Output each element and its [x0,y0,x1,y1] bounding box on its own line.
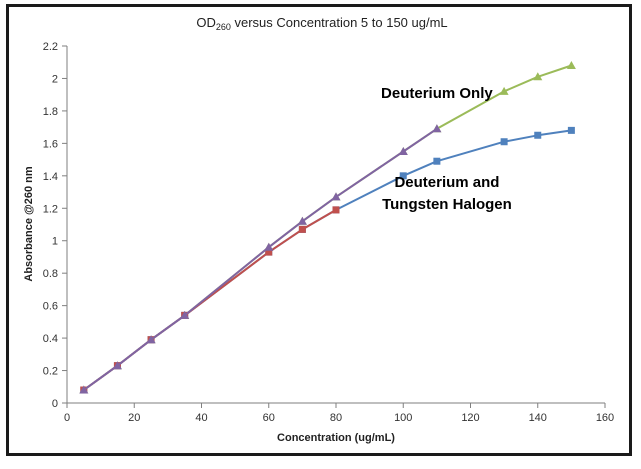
y-tick-label: 2 [52,73,58,85]
data-point-triangle [264,242,274,251]
data-point-square [298,225,306,233]
y-tick-label: 2.2 [43,41,58,53]
annotation-layer: Deuterium Only Deuterium and Tungsten Halo… [381,85,512,213]
x-tick-label: 120 [461,412,479,424]
data-point-square [534,131,542,139]
annotation-line: Tungsten Halogen [382,196,512,213]
x-tick-label: 0 [64,412,70,424]
chart-title: OD260 versus Concentration 5 to 150 ug/m… [196,15,447,32]
y-tick-label: 0 [52,398,58,410]
data-point-square [399,172,407,180]
series-2 [80,126,575,394]
data-point-triangle [331,192,341,201]
y-tick-label: 1.2 [43,203,58,215]
data-point-triangle [146,335,156,344]
series-4 [79,124,442,394]
data-point-square [265,248,273,256]
chart-frame [6,4,632,456]
x-tick-label: 80 [330,412,342,424]
data-point-square [567,126,575,134]
x-tick-label: 20 [128,412,140,424]
x-tick-label: 140 [529,412,547,424]
y-tick-label: 0.2 [43,366,58,378]
data-point-triangle [499,86,509,95]
data-point-triangle [297,216,307,225]
data-point-triangle [566,61,576,69]
x-tick-label: 160 [596,412,614,424]
data-point-triangle [432,124,442,133]
y-tick-label: 1.4 [43,171,58,183]
data-point-triangle [180,310,190,319]
data-point-square [332,206,340,214]
data-point-triangle [398,147,408,155]
data-point-square [500,138,508,146]
y-tick-label: 0.8 [43,268,58,280]
annotation-line: Deuterium and [394,174,499,191]
y-tick-label: 1 [52,236,58,248]
y-tick-label: 0.6 [43,301,58,313]
x-tick-label: 40 [195,412,207,424]
data-point-triangle [79,385,89,394]
series-line [83,129,572,391]
series-line [83,64,572,391]
series-1 [79,61,576,394]
x-axis-label: Concentration (ug/mL) [277,432,395,444]
data-point-triangle [533,72,543,81]
annotation-1: Deuterium Only [381,85,493,102]
y-axis-label: Absorbance @260 nm [23,166,35,281]
y-tick-label: 1.6 [43,138,58,150]
series-layer [79,61,576,394]
data-point-square [433,157,441,165]
axes: 0 20 40 60 80 100 120 140 160 0 0.2 0.4 0.6 0.8 1 1.2 1.… [43,41,614,424]
y-tick-label: 0.4 [43,333,58,345]
x-tick-label: 60 [263,412,275,424]
y-tick-label: 1.8 [43,106,58,118]
data-point-triangle [112,361,122,370]
annotation-2: Deuterium and Tungsten Halogen [382,174,512,213]
annotation-line: Deuterium Only [381,85,493,102]
x-tick-label: 100 [394,412,412,424]
